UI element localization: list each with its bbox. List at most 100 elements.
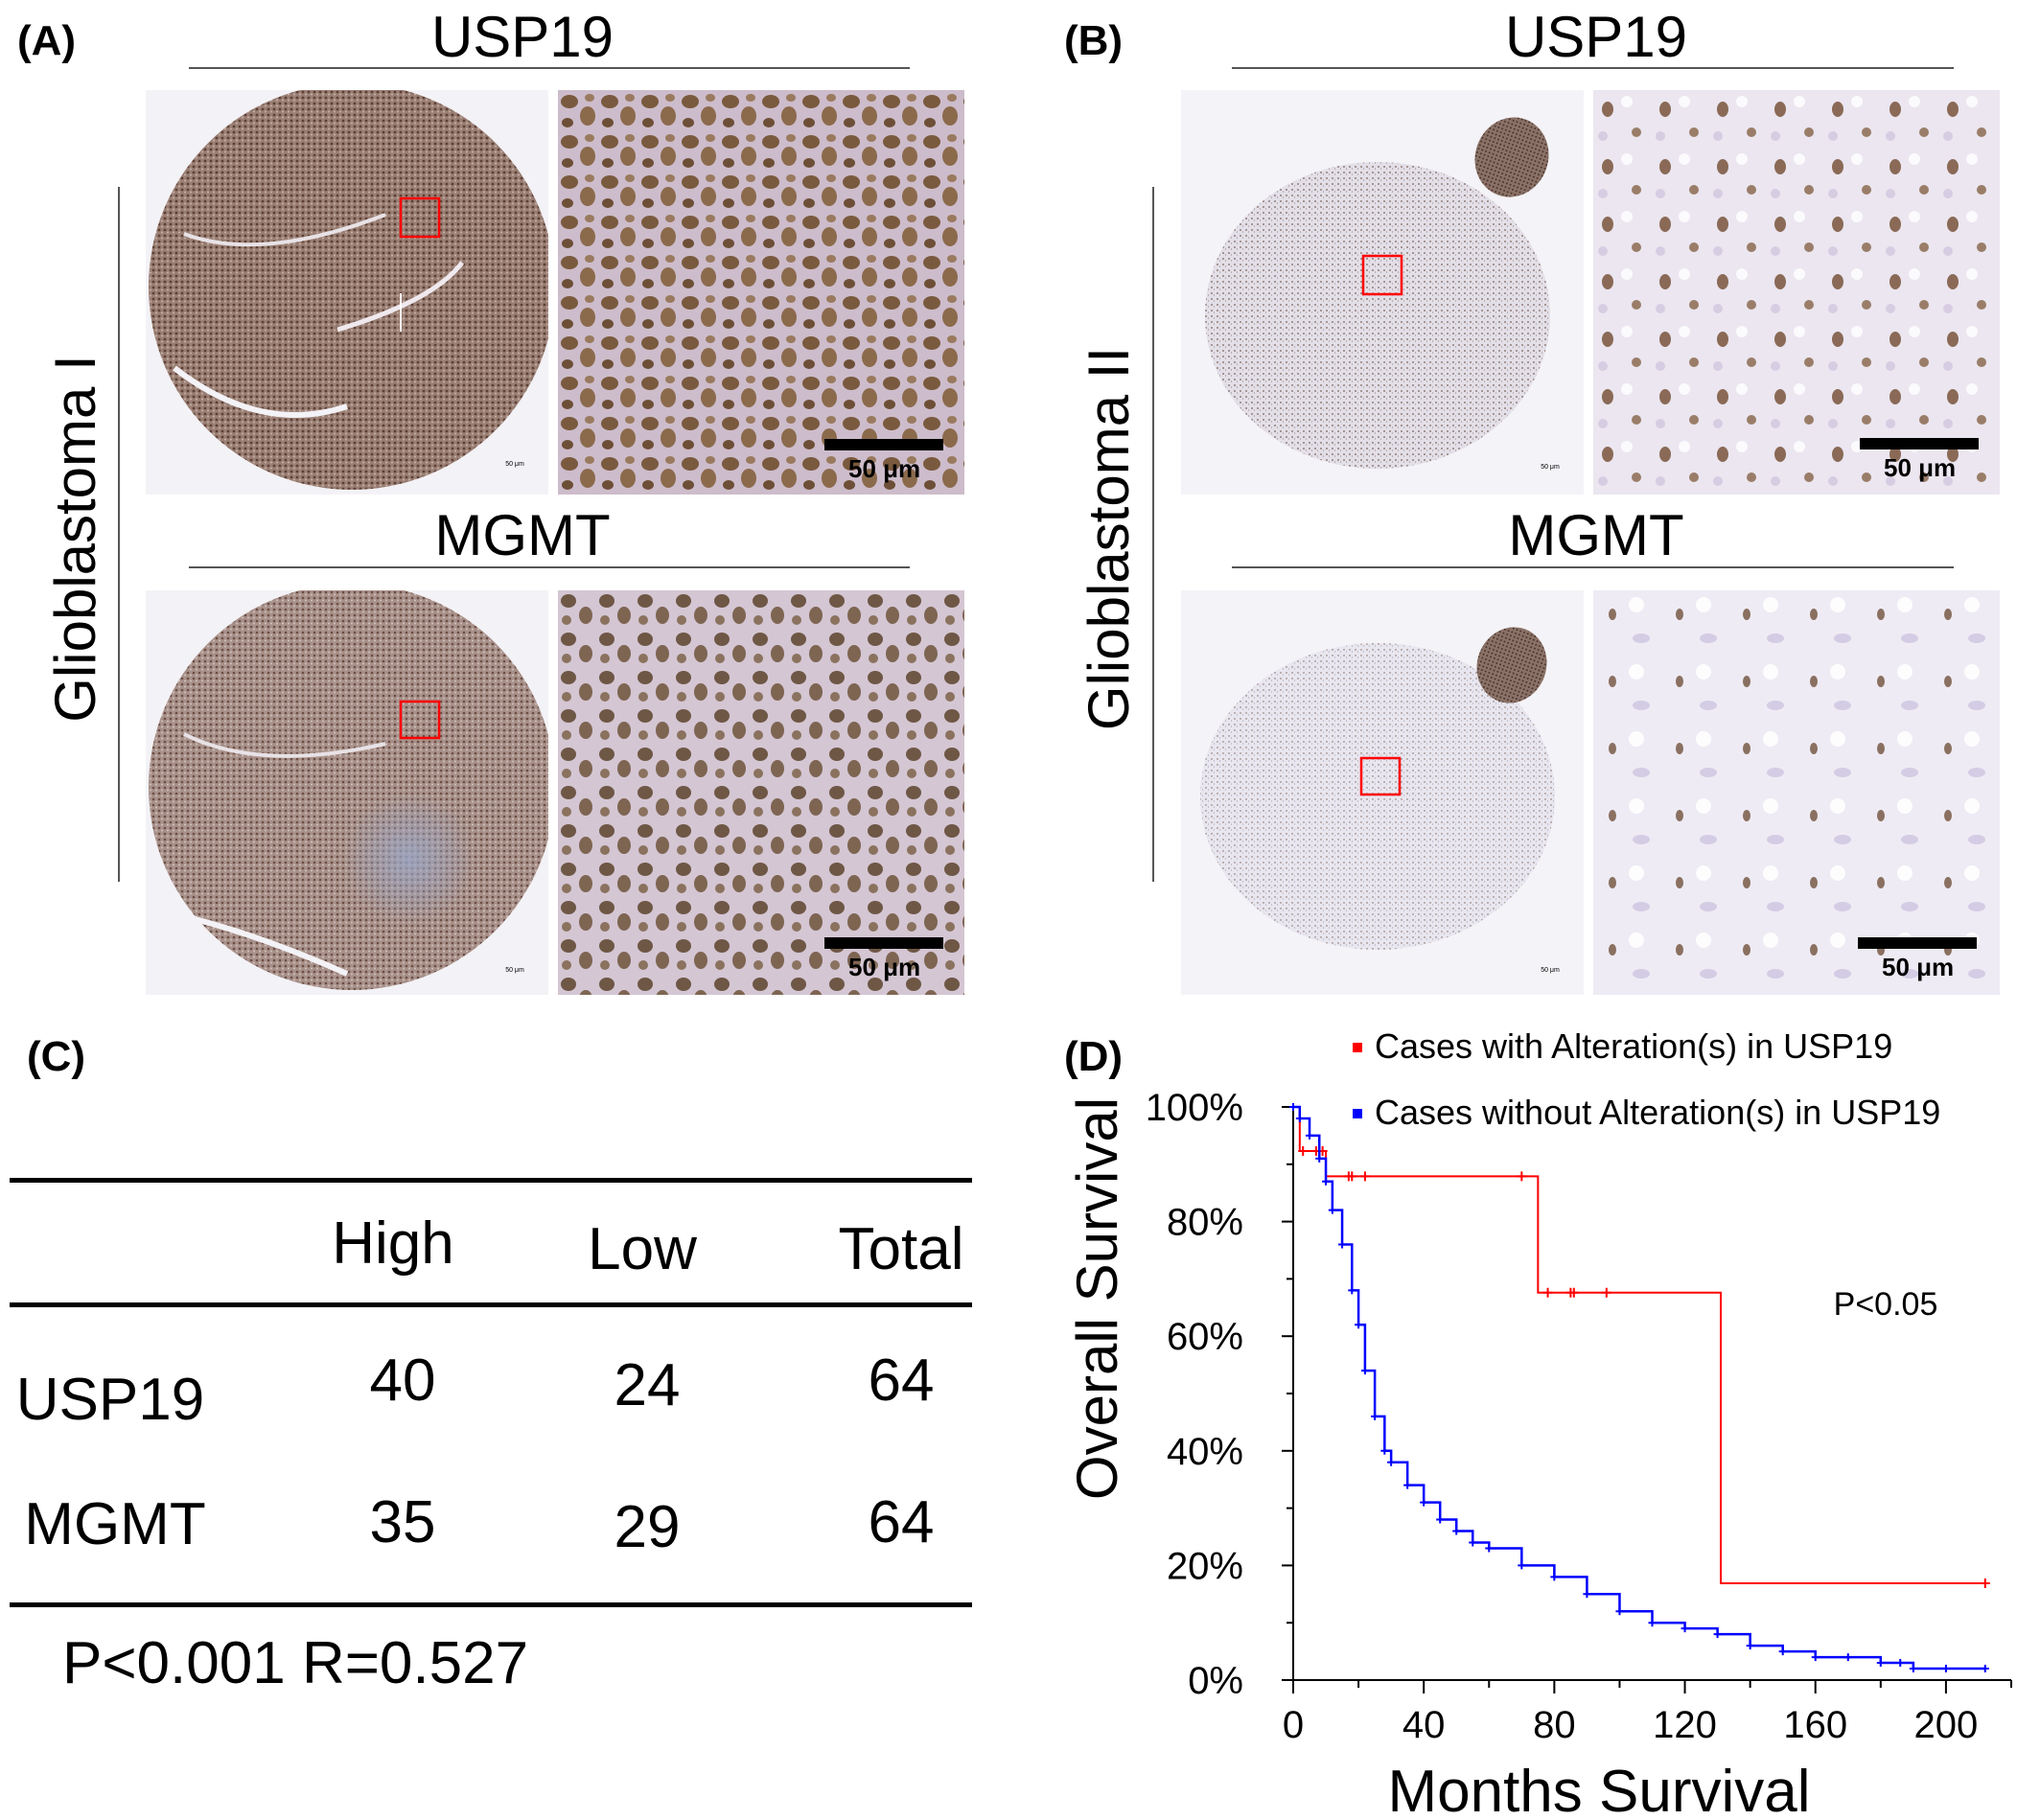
censor-mark-unaltered [1360,1367,1369,1375]
censor-mark-unaltered [1648,1619,1657,1627]
censor-mark-altered [1542,1287,1553,1298]
x-axis-label: Months Survival [1387,1759,1810,1820]
censor-mark-unaltered [1306,1131,1314,1140]
panel-a-tiny-scale-top: 50 μm [505,461,524,468]
table-top-rule [10,1178,972,1183]
panel-b-mid-divider [1232,566,1954,568]
censor-mark-unaltered [1315,1154,1324,1163]
censor-mark-unaltered [1518,1561,1526,1570]
censor-mark-unaltered [1355,1321,1363,1329]
censor-mark-unaltered [1371,1412,1379,1420]
x-tick-label: 40 [1402,1704,1446,1746]
panel-d-label: (D) [1064,1033,1124,1080]
panel-b-mgmt-zoom-image: 50 μm [1593,590,2000,995]
panel-b-scalebar-top [1860,438,1979,449]
censor-mark-unaltered [1909,1665,1917,1673]
legend-swatch [1353,1109,1362,1118]
table-row-mgmt-label: MGMT [24,1491,206,1557]
censor-mark-unaltered [1896,1659,1905,1668]
censor-mark-unaltered [1713,1630,1722,1639]
censor-mark-unaltered [1348,1286,1356,1295]
panel-a-row-divider [118,187,120,882]
panel-b-mgmt-title: MGMT [1508,503,1684,567]
y-tick-label: 60% [1167,1316,1243,1358]
censor-mark-unaltered [1403,1481,1412,1489]
panel-b-scalebar-label-bottom: 50 μm [1882,953,1955,981]
censor-mark-unaltered [1583,1590,1591,1599]
panel-a-scalebar-top [824,439,943,450]
censor-mark-unaltered [1436,1515,1445,1524]
censor-mark-unaltered [1338,1240,1347,1249]
panel-a-scalebar-label-top: 50 μm [848,454,921,483]
panel-a-usp19-zoom-image: 50 μm [558,90,964,495]
censor-mark-unaltered [1843,1653,1852,1662]
censor-mark-unaltered [1387,1458,1396,1466]
panel-b-tiny-scale-bottom: 50 μm [1541,967,1560,974]
censor-mark-unaltered [1746,1642,1754,1650]
panel-a-label: (A) [17,17,77,64]
censor-mark-altered [1568,1287,1579,1298]
panel-b-usp19-zoom-image: 50 μm [1593,90,2000,495]
censor-mark-unaltered [1941,1665,1950,1673]
table-row-mgmt-high: 35 [369,1489,436,1555]
series-altered-line [1293,1106,1985,1584]
panel-a-mgmt-zoom-image: 50 μm [558,590,964,995]
censor-mark-altered [1347,1171,1357,1182]
censor-mark-unaltered [1469,1538,1477,1547]
table-row-usp19-high: 40 [369,1348,436,1414]
legend-label: Cases with Alteration(s) in USP19 [1375,1026,1892,1066]
censor-mark-altered [1359,1171,1370,1182]
table-stats: P<0.001 R=0.527 [62,1630,529,1696]
table-row-usp19-total: 64 [868,1348,935,1414]
panel-a-tiny-scale-bottom: 50 μm [505,967,524,974]
panel-a-mid-divider [189,566,910,568]
table-row-usp19-low: 24 [614,1352,681,1418]
table-row-usp19-label: USP19 [15,1367,205,1433]
y-tick-label: 80% [1167,1202,1243,1244]
x-tick-label: 120 [1653,1704,1717,1746]
censor-mark-unaltered [1295,1114,1304,1122]
panel-b-label: (B) [1064,17,1124,64]
legend-swatch [1353,1043,1362,1052]
y-axis-label: Overall Survival [1065,1097,1129,1500]
censor-mark-unaltered [1778,1647,1787,1656]
table-bottom-rule [10,1602,972,1607]
panel-a-usp19-title: USP19 [430,5,614,69]
panel-b-scalebar-label-top: 50 μm [1884,453,1957,482]
panel-b-row-divider [1152,187,1154,882]
censor-mark-altered [1601,1287,1611,1298]
panel-b-top-divider [1232,67,1954,69]
pvalue-annotation: P<0.05 [1834,1286,1938,1323]
panel-b-usp19-title: USP19 [1504,5,1688,69]
censor-mark-altered [1517,1171,1527,1182]
panel-a-scalebar-label-bottom: 50 μm [848,953,921,981]
y-tick-label: 40% [1167,1431,1243,1473]
censor-mark-unaltered [1452,1527,1461,1535]
censor-mark-unaltered [1876,1659,1885,1668]
censor-mark-unaltered [1322,1177,1331,1186]
censor-mark-unaltered [1485,1544,1494,1553]
x-tick-label: 200 [1914,1704,1979,1746]
y-tick-label: 100% [1146,1087,1243,1129]
x-tick-label: 0 [1283,1704,1304,1746]
y-tick-label: 20% [1167,1545,1243,1587]
panel-b-mgmt-core-image: 50 μm [1181,590,1584,995]
censor-mark-unaltered [1550,1573,1559,1581]
y-tick-label: 0% [1188,1660,1243,1702]
censor-mark-unaltered [1420,1498,1428,1507]
panel-a-mgmt-title: MGMT [434,503,611,567]
censor-mark-unaltered [1380,1446,1389,1455]
x-tick-label: 160 [1783,1704,1847,1746]
censor-mark-unaltered [1289,1103,1297,1111]
x-tick-label: 80 [1533,1704,1576,1746]
panel-a-usp19-core-image: 50 μm [146,90,548,495]
panel-b-usp19-core-image: 50 μm [1181,90,1584,495]
censor-mark-unaltered [1615,1607,1624,1616]
censor-mark-unaltered [1328,1206,1336,1214]
panel-b-scalebar-bottom [1858,937,1977,949]
censor-mark-altered [1298,1146,1309,1157]
legend-label: Cases without Alteration(s) in USP19 [1375,1093,1940,1132]
censor-mark-unaltered [1981,1665,1989,1673]
table-header-high: High [332,1210,454,1277]
